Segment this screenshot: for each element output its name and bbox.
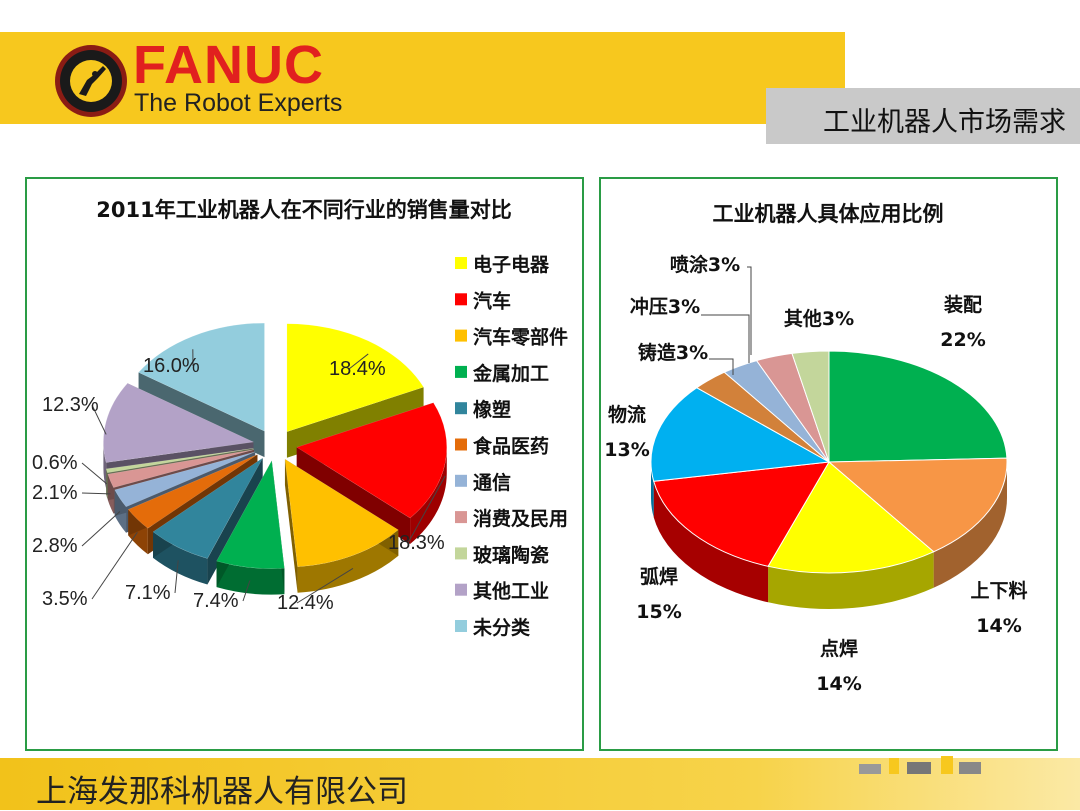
industry-sales-pie-chart: 2011年工业机器人在不同行业的销售量对比 18.4% 18.3% 12.4% 7.4%… [27, 179, 582, 749]
data-label-leader [82, 512, 120, 546]
legend-label: 汽车 [473, 289, 511, 312]
data-label: 7.4% [193, 590, 239, 612]
legend-swatch [455, 366, 467, 378]
legend-label: 未分类 [472, 616, 530, 639]
legend-label: 其他工业 [473, 580, 549, 603]
legend-swatch [455, 439, 467, 451]
legend-label: 金属加工 [472, 362, 549, 385]
legend-swatch [455, 584, 467, 596]
legend-swatch [455, 257, 467, 269]
brand-name: FANUC [133, 38, 324, 92]
data-label-leader [701, 315, 749, 363]
legend-swatch [455, 620, 467, 632]
legend-swatch [455, 293, 467, 305]
data-label: 2.8% [32, 535, 78, 557]
slide-title-text: 工业机器人市场需求 [823, 100, 1066, 139]
data-label: 其他3% [784, 307, 854, 330]
fanuc-logo-icon [54, 44, 128, 118]
data-label: 铸造3% [638, 341, 708, 364]
legend-swatch [455, 547, 467, 559]
brand-tagline: The Robot Experts [134, 89, 342, 118]
left-chart-panel: 2011年工业机器人在不同行业的销售量对比 18.4% 18.3% 12.4% 7.4%… [25, 177, 584, 751]
data-label: 12.3% [42, 394, 99, 416]
chart-title: 2011年工业机器人在不同行业的销售量对比 [96, 198, 511, 222]
legend-label: 消费及民用 [473, 507, 568, 530]
legend-swatch [455, 330, 467, 342]
data-label: 12.4% [277, 592, 334, 614]
chart-title: 工业机器人具体应用比例 [713, 202, 944, 226]
legend-label: 食品医药 [473, 435, 549, 458]
legend-swatch [455, 475, 467, 487]
slide-title: 工业机器人市场需求 [766, 88, 1080, 144]
pie-slice [829, 351, 1007, 462]
legend-label: 通信 [473, 471, 511, 494]
legend-label: 橡塑 [473, 398, 511, 421]
data-label: 3.5% [42, 588, 88, 610]
data-label: 16.0% [143, 355, 200, 377]
legend-label: 玻璃陶瓷 [473, 543, 549, 566]
data-label: 2.1% [32, 482, 78, 504]
data-label-leader [82, 463, 107, 484]
data-label: 冲压3% [630, 295, 700, 318]
legend-swatch [455, 511, 467, 523]
company-name: 上海发那科机器人有限公司 [36, 766, 408, 811]
data-label-leader [82, 493, 110, 494]
data-label: 0.6% [32, 452, 78, 474]
data-label: 喷涂3% [670, 253, 740, 276]
legend-label: 电子电器 [473, 253, 550, 276]
pie-slices [651, 351, 1007, 609]
robot-decoration-icon [855, 748, 985, 778]
legend-swatch [455, 402, 467, 414]
data-label: 18.4% [329, 358, 386, 380]
data-label: 7.1% [125, 582, 171, 604]
data-label: 18.3% [388, 532, 445, 554]
legend-label: 汽车零部件 [473, 326, 568, 349]
